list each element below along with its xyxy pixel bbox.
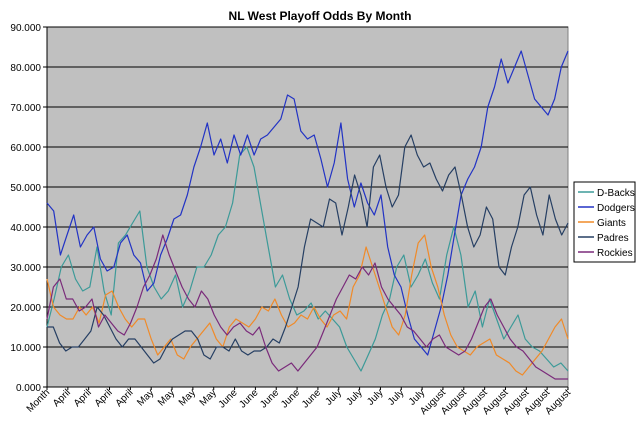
y-tick-label: 50.000: [10, 183, 41, 194]
y-tick-label: 40.000: [10, 223, 41, 234]
y-axis: 0.000 10.000 20.000 30.000 40.000 50.000 60.00…: [10, 23, 48, 394]
legend-label: Padres: [597, 233, 629, 244]
legend: D-Backs Dodgers Giants Padres Rockies: [573, 181, 636, 263]
legend-label: Giants: [597, 218, 626, 229]
y-tick-label: 10.000: [10, 343, 41, 354]
series-line-padres: [47, 134, 569, 364]
y-tick-label: 90.000: [10, 23, 41, 34]
series-line-giants: [46, 234, 569, 376]
series-line-rockies: [46, 234, 568, 380]
y-tick-label: 0.000: [16, 383, 41, 394]
y-tick-label: 30.000: [10, 263, 41, 274]
series-line-dodgers: [46, 50, 569, 356]
y-tick-label: 60.000: [10, 143, 41, 154]
y-tick-label: 80.000: [10, 63, 41, 74]
series-lines: [46, 50, 569, 380]
legend-label: Dodgers: [597, 203, 635, 214]
series-line-d-backs: [46, 146, 569, 372]
legend-label: D-Backs: [597, 188, 635, 199]
y-tick-label: 20.000: [10, 303, 41, 314]
y-tick-label: 70.000: [10, 103, 41, 114]
plot-area: [46, 26, 569, 388]
legend-label: Rockies: [597, 248, 633, 259]
chart-title: NL West Playoff Odds By Month: [229, 9, 412, 23]
